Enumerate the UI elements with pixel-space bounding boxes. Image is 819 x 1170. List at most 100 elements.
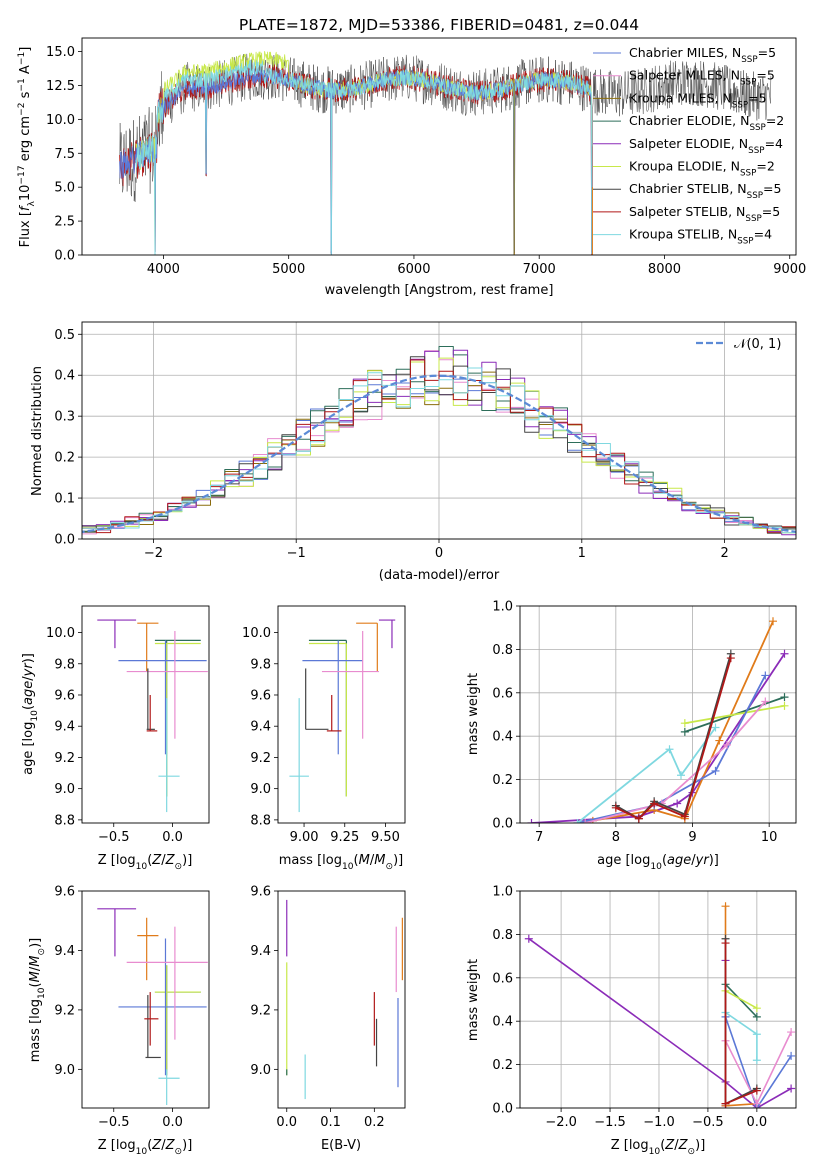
gaussian-curve	[82, 374, 796, 533]
legend-entry: Kroupa MILES, NSSP=5	[629, 90, 767, 110]
x-tick-label: 0.0	[747, 1115, 768, 1130]
x-tick-label: 5000	[272, 262, 305, 277]
y-tick-label: 9.8	[250, 657, 271, 672]
x-tick-label: 0.0	[162, 830, 183, 845]
y-tick-label: 9.8	[54, 657, 75, 672]
point-marker	[780, 701, 789, 710]
y-tick-label: 0.2	[54, 451, 75, 466]
point-marker	[761, 671, 770, 680]
weight-line	[725, 990, 758, 1009]
point-marker	[752, 1012, 761, 1021]
point-marker	[787, 1051, 796, 1060]
legend-entry: 𝒩(0, 1)	[734, 337, 781, 352]
axes-age_vs_Z: −0.5 0.0 8.8 9.0 9.2 9.4 9.6 9.8 10.0	[46, 605, 210, 845]
weight-line	[528, 938, 792, 1108]
y-tick-label: 9.6	[54, 688, 75, 703]
axes-residuals: −2 −1 0 1 2 0.0 0.1 0.2 0.3 0.4 0.5	[54, 321, 797, 561]
y-tick-label: 9.6	[250, 885, 271, 900]
y-tick-label: 0.0	[54, 533, 75, 548]
legend-entry: Kroupa STELIB, NSSP=4	[629, 227, 772, 247]
y-tick-label: 9.0	[54, 1063, 75, 1078]
point-marker	[761, 697, 770, 706]
y-tick-label: 0.2	[492, 773, 513, 788]
x-tick-label: 0	[435, 546, 443, 561]
x-axis-label: mass [log10(M/M⊙)]	[279, 853, 403, 872]
point-marker	[680, 719, 689, 728]
y-tick-label: 0.8	[492, 928, 513, 943]
axes-weight_vs_Z: −2.0 −1.5 −1.0 −0.5 0.0 0.0 0.2 0.4 0.6 0.8 1.0	[492, 885, 797, 1130]
x-axis-label: Z [log10(Z/Z⊙)]	[98, 853, 193, 872]
point-marker	[611, 803, 620, 812]
y-tick-label: 0.6	[492, 686, 513, 701]
x-axis-label: Z [log10(Z/Z⊙)]	[611, 1138, 706, 1157]
y-tick-label: 0.4	[492, 1015, 513, 1030]
x-axis-label: Z [log10(Z/Z⊙)]	[98, 1138, 193, 1157]
x-tick-label: 0.1	[320, 1115, 341, 1130]
plot-area	[119, 51, 772, 255]
point-marker	[634, 814, 643, 823]
point-marker	[726, 654, 735, 663]
x-tick-label: −1.0	[643, 1115, 675, 1130]
y-tick-label: 9.6	[250, 688, 271, 703]
x-tick-label: 9.25	[330, 830, 359, 845]
axes-weight_vs_age: 7 8 9 10 0.0 0.2 0.4 0.6 0.8 1.0	[492, 600, 797, 845]
x-tick-label: 8	[612, 830, 620, 845]
x-tick-label: −2	[144, 546, 163, 561]
y-tick-label: 9.0	[250, 782, 271, 797]
point-marker	[752, 1056, 761, 1065]
y-tick-label: 9.4	[54, 944, 75, 959]
axes-mass_vs_Z: −0.5 0.0 9.0 9.2 9.4 9.6	[54, 885, 210, 1130]
x-tick-label: −0.5	[98, 830, 130, 845]
x-axis-label: (data-model)/error	[379, 568, 500, 583]
y-tick-label: 2.5	[54, 215, 75, 230]
y-tick-label: 5.0	[54, 181, 75, 196]
y-axis-label: Flux [fλ10−17 erg cm−2 s−1 A−1]	[17, 47, 37, 248]
weight-line	[584, 700, 766, 823]
y-tick-label: 9.2	[54, 1003, 75, 1018]
point-marker	[721, 1099, 730, 1108]
y-tick-label: 1.0	[492, 600, 513, 615]
point-marker	[752, 1099, 761, 1108]
x-tick-label: 4000	[147, 262, 180, 277]
point-marker	[673, 799, 682, 808]
y-tick-label: 0.4	[54, 369, 75, 384]
weight-line	[592, 620, 774, 822]
y-tick-label: 10.0	[242, 626, 271, 641]
y-tick-label: 9.6	[54, 885, 75, 900]
point-marker	[524, 934, 533, 943]
y-tick-label: 10.0	[46, 626, 75, 641]
x-tick-label: 9.50	[371, 830, 400, 845]
weight-line	[725, 1011, 758, 1061]
y-tick-label: 1.0	[492, 885, 513, 900]
point-marker	[680, 727, 689, 736]
axes-frame	[519, 605, 797, 824]
legend-entry: Chabrier STELIB, NSSP=5	[629, 181, 781, 201]
y-tick-label: 0.3	[54, 410, 75, 425]
y-tick-label: 0.0	[492, 817, 513, 832]
legend-entry: Salpeter STELIB, NSSP=5	[629, 204, 780, 224]
point-marker	[715, 736, 724, 745]
x-tick-label: 10	[761, 830, 778, 845]
x-tick-label: 1	[578, 546, 586, 561]
point-marker	[787, 1084, 796, 1093]
point-marker	[780, 693, 789, 702]
y-tick-label: 0.8	[492, 643, 513, 658]
y-tick-label: 8.8	[54, 813, 75, 828]
y-tick-label: 0.4	[492, 730, 513, 745]
x-tick-label: 7000	[523, 262, 556, 277]
point-marker	[721, 939, 730, 948]
y-tick-label: 0.0	[492, 1102, 513, 1117]
y-tick-label: 0.5	[54, 328, 75, 343]
y-tick-label: 9.0	[250, 1063, 271, 1078]
x-tick-label: 2	[720, 546, 728, 561]
weight-line	[576, 726, 717, 823]
y-tick-label: 0.1	[54, 492, 75, 507]
point-marker	[780, 649, 789, 658]
y-axis-label: age [log10(age/yr)]	[21, 653, 40, 775]
x-tick-label: 0.2	[364, 1115, 385, 1130]
point-marker	[723, 740, 731, 749]
axes-mass_vs_EBV: 0.0 0.1 0.2 9.0 9.2 9.4 9.6	[250, 885, 406, 1130]
y-tick-label: 0.2	[492, 1058, 513, 1073]
y-tick-label: 12.5	[46, 79, 75, 94]
legend-entry: Chabrier MILES, NSSP=5	[629, 45, 776, 65]
